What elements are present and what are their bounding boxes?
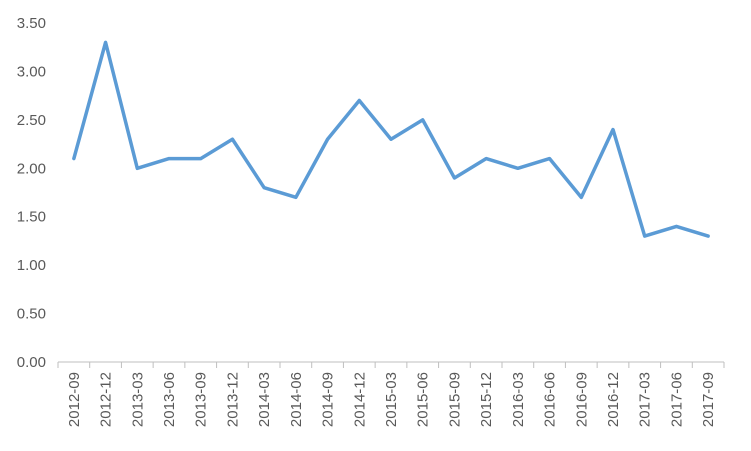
y-tick-label: 1.00 (17, 257, 46, 274)
y-tick-label: 0.00 (17, 354, 46, 371)
x-tick-label: 2014-12 (351, 372, 368, 427)
x-tick-label: 2015-12 (478, 372, 495, 427)
x-tick-label: 2017-06 (668, 372, 685, 427)
x-tick-label: 2013-12 (224, 372, 241, 427)
x-tick-label: 2013-06 (161, 372, 178, 427)
x-tick-label: 2017-09 (700, 372, 717, 427)
series-line (72, 40, 710, 238)
x-tick-label: 2015-03 (383, 372, 400, 427)
x-tick-label: 2017-03 (637, 372, 654, 427)
series-group (72, 40, 710, 238)
x-tick-label: 2012-12 (98, 372, 115, 427)
x-tick-label: 2013-03 (129, 372, 146, 427)
x-tick-label: 2015-09 (446, 372, 463, 427)
x-tick-label: 2014-03 (256, 372, 273, 427)
x-tick-label: 2016-03 (510, 372, 527, 427)
x-tick-label: 2013-09 (193, 372, 210, 427)
x-tick-label: 2012-09 (66, 372, 83, 427)
y-tick-label: 2.00 (17, 160, 46, 177)
x-tick-label: 2015-06 (415, 372, 432, 427)
x-axis: 2012-09 2012-12 2013-03 2013-06 2013-09 2013-… (57, 361, 725, 427)
y-tick-label: 2.50 (17, 112, 46, 129)
x-tick-label: 2016-06 (542, 372, 559, 427)
y-tick-label: 3.50 (17, 15, 46, 32)
x-tick-label: 2016-09 (573, 372, 590, 427)
x-tick-label: 2014-09 (320, 372, 337, 427)
x-tick-label: 2016-12 (605, 372, 622, 427)
y-tick-label: 0.50 (17, 306, 46, 323)
x-tick-label: 2014-06 (288, 372, 305, 427)
y-tick-label: 3.00 (17, 63, 46, 80)
y-axis-ticks: 0.00 0.50 1.00 1.50 2.00 2.50 3.00 3.50 (17, 15, 46, 371)
y-tick-label: 1.50 (17, 209, 46, 226)
